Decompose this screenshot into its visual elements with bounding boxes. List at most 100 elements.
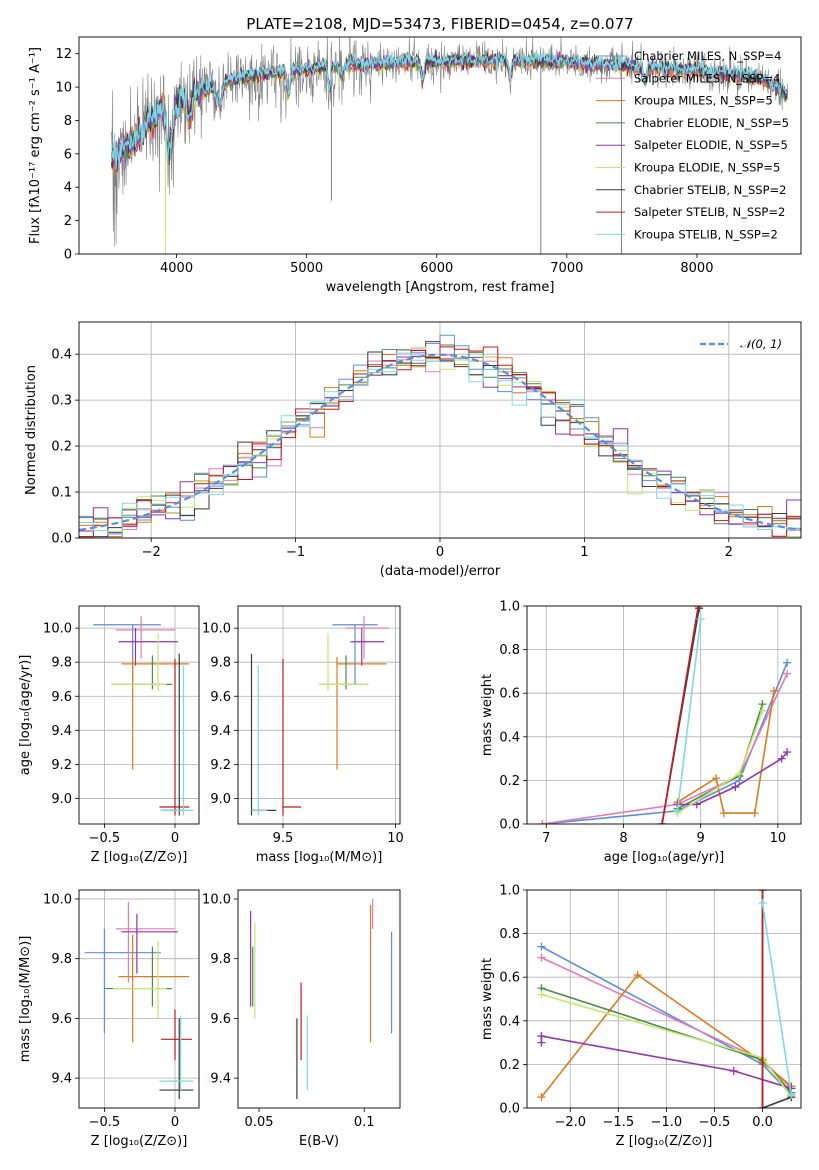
plot-area xyxy=(538,606,792,824)
x-tick-label: 2 xyxy=(725,545,733,560)
axes-frame xyxy=(78,36,802,255)
histogram-kroupa_stelib xyxy=(79,352,801,535)
y-tick-label: 0.4 xyxy=(51,348,72,363)
x-tick-label: −1 xyxy=(286,545,305,560)
x-tick-label: 9 xyxy=(697,831,705,846)
axes-frame xyxy=(237,889,401,1109)
y-tick-label: 4 xyxy=(64,181,72,196)
y-tick-label: 9.8 xyxy=(210,952,231,967)
x-tick-label: −0.5 xyxy=(89,831,121,846)
y-tick-label: 1.0 xyxy=(499,884,520,899)
axes-frame xyxy=(526,605,802,825)
weight-marker-kroupa_stelib xyxy=(673,806,682,815)
y-tick-label: 0.2 xyxy=(51,440,72,455)
legend-label-salpeter_miles: Salpeter MILES, N_SSP=4 xyxy=(634,71,780,85)
weight-line-kroupa_stelib xyxy=(761,902,793,1096)
axes-frame xyxy=(237,605,401,825)
x-tick-label: −0.5 xyxy=(89,1115,121,1130)
weight-marker-salpeter_miles xyxy=(783,669,792,678)
y-tick-label: 0.4 xyxy=(499,730,520,745)
y-tick-label: 9.8 xyxy=(51,656,72,671)
weight-marker-kroupa_miles xyxy=(633,971,642,980)
y-tick-label: 1.0 xyxy=(499,600,520,615)
weight-line-kroupa_miles xyxy=(677,690,775,814)
y-tick-label: 9.6 xyxy=(51,1012,72,1027)
axes-frame xyxy=(78,605,200,825)
y-tick-label: 0.0 xyxy=(499,1102,520,1117)
weight-line-kroupa_stelib xyxy=(676,619,702,811)
y-tick-label: 9.2 xyxy=(51,758,72,773)
y-tick-label: 0.0 xyxy=(51,532,72,547)
y-tick-label: 9.2 xyxy=(210,758,231,773)
legend-label-chabrier_miles: Chabrier MILES, N_SSP=4 xyxy=(634,49,781,63)
x-axis-label: Z [log₁₀(Z/Z⊙)] xyxy=(616,1134,713,1149)
weight-marker-salpeter_elodie xyxy=(537,1032,546,1041)
legend-label-normal: 𝒩(0, 1) xyxy=(740,337,782,351)
plot-age_vs_z: −0.5 0 9.0 9.2 9.4 9.6 9.8 10.0 Z [log₁₀(Z/Z⊙)] a… xyxy=(18,605,200,865)
x-axis-label: Z [log₁₀(Z/Z⊙)] xyxy=(91,850,188,865)
y-tick-label: 10.0 xyxy=(43,892,72,907)
legend-label-kroupa_miles: Kroupa MILES, N_SSP=5 xyxy=(634,94,773,108)
x-tick-label: 0 xyxy=(171,831,179,846)
y-axis-label: Normed distribution xyxy=(24,365,39,495)
axes-frame xyxy=(78,889,200,1109)
y-tick-label: 9.4 xyxy=(210,724,231,739)
histogram-kroupa_elodie xyxy=(79,346,801,538)
y-tick-label: 6 xyxy=(64,147,72,162)
x-axis-label: wavelength [Angstrom, rest frame] xyxy=(326,280,555,295)
y-tick-label: 0.8 xyxy=(499,927,520,942)
plot-age_vs_mass: 9.5 10 9.0 9.2 9.4 9.6 9.8 10.0 mass [log₁₀(M/M⊙… xyxy=(202,605,404,865)
plot-area xyxy=(79,334,801,538)
weight-marker-kroupa_stelib xyxy=(696,615,705,624)
y-tick-label: 10.0 xyxy=(202,622,231,637)
weight-line-kroupa_miles xyxy=(540,973,792,1098)
x-tick-label: 0.0 xyxy=(752,1115,773,1130)
plot-area xyxy=(93,616,194,816)
y-axis-label: mass [log₁₀(M/M⊙)] xyxy=(18,936,33,1063)
weight-line-salpeter_stelib xyxy=(661,606,700,824)
y-axis-label: Flux [fλ10⁻¹⁷ erg cm⁻² s⁻¹ A⁻¹] xyxy=(28,47,43,244)
weight-marker-kroupa_stelib xyxy=(758,899,767,908)
y-tick-label: 0 xyxy=(64,248,72,263)
y-axis-label: mass weight xyxy=(480,958,495,1040)
y-tick-label: 0.3 xyxy=(51,394,72,409)
x-tick-label: 8 xyxy=(619,831,627,846)
y-tick-label: 0.1 xyxy=(51,486,72,501)
x-tick-label: 7000 xyxy=(550,261,583,276)
weight-marker-salpeter_elodie xyxy=(729,1066,738,1075)
y-tick-label: 2 xyxy=(64,214,72,229)
x-tick-label: 10 xyxy=(387,831,404,846)
y-tick-label: 9.8 xyxy=(210,656,231,671)
legend-label-kroupa_elodie: Kroupa ELODIE, N_SSP=5 xyxy=(634,161,780,175)
x-tick-label: −2 xyxy=(142,545,161,560)
x-tick-label: 8000 xyxy=(680,261,713,276)
chart-title: PLATE=2108, MJD=53473, FIBERID=0454, z=0… xyxy=(246,15,633,33)
y-tick-label: 9.4 xyxy=(51,724,72,739)
data-spectrum-line xyxy=(111,37,788,247)
y-tick-label: 12 xyxy=(55,47,72,62)
plot-weight_vs_age: 7 8 9 10 0.0 0.2 0.4 0.6 0.8 1.0 age [log₁₀(age/yr… xyxy=(480,600,802,865)
weight-marker-kroupa_elodie xyxy=(537,990,546,999)
y-tick-label: 9.4 xyxy=(51,1072,72,1087)
y-tick-label: 10 xyxy=(55,81,72,96)
plot-area xyxy=(537,890,796,1108)
y-tick-label: 9.6 xyxy=(51,690,72,705)
plot-mass_vs_z: −0.5 0 9.4 9.6 9.8 10.0 Z [log₁₀(Z/Z⊙)] mass [l… xyxy=(18,889,200,1149)
weight-marker-salpeter_stelib xyxy=(758,1104,767,1108)
x-axis-label: E(B-V) xyxy=(299,1134,339,1149)
x-tick-label: 5000 xyxy=(290,261,323,276)
x-tick-label: 0.05 xyxy=(245,1115,274,1130)
spectrum-legend: Chabrier MILES, N_SSP=4 Salpeter MILES, N… xyxy=(596,49,789,241)
legend-label-kroupa_stelib: Kroupa STELIB, N_SSP=2 xyxy=(634,227,778,241)
y-tick-label: 9.4 xyxy=(210,1072,231,1087)
x-tick-label: −1.5 xyxy=(603,1115,635,1130)
weight-marker-salpeter_elodie xyxy=(777,754,786,763)
x-tick-label: −0.5 xyxy=(699,1115,731,1130)
weight-marker-salpeter_stelib xyxy=(758,890,767,894)
weight-marker-kroupa_miles xyxy=(712,774,721,783)
y-tick-label: 0.8 xyxy=(499,643,520,658)
legend-label-salpeter_elodie: Salpeter ELODIE, N_SSP=5 xyxy=(634,138,788,152)
x-tick-label: 6000 xyxy=(420,261,453,276)
x-axis-label: age [log₁₀(age/yr)] xyxy=(604,850,725,865)
